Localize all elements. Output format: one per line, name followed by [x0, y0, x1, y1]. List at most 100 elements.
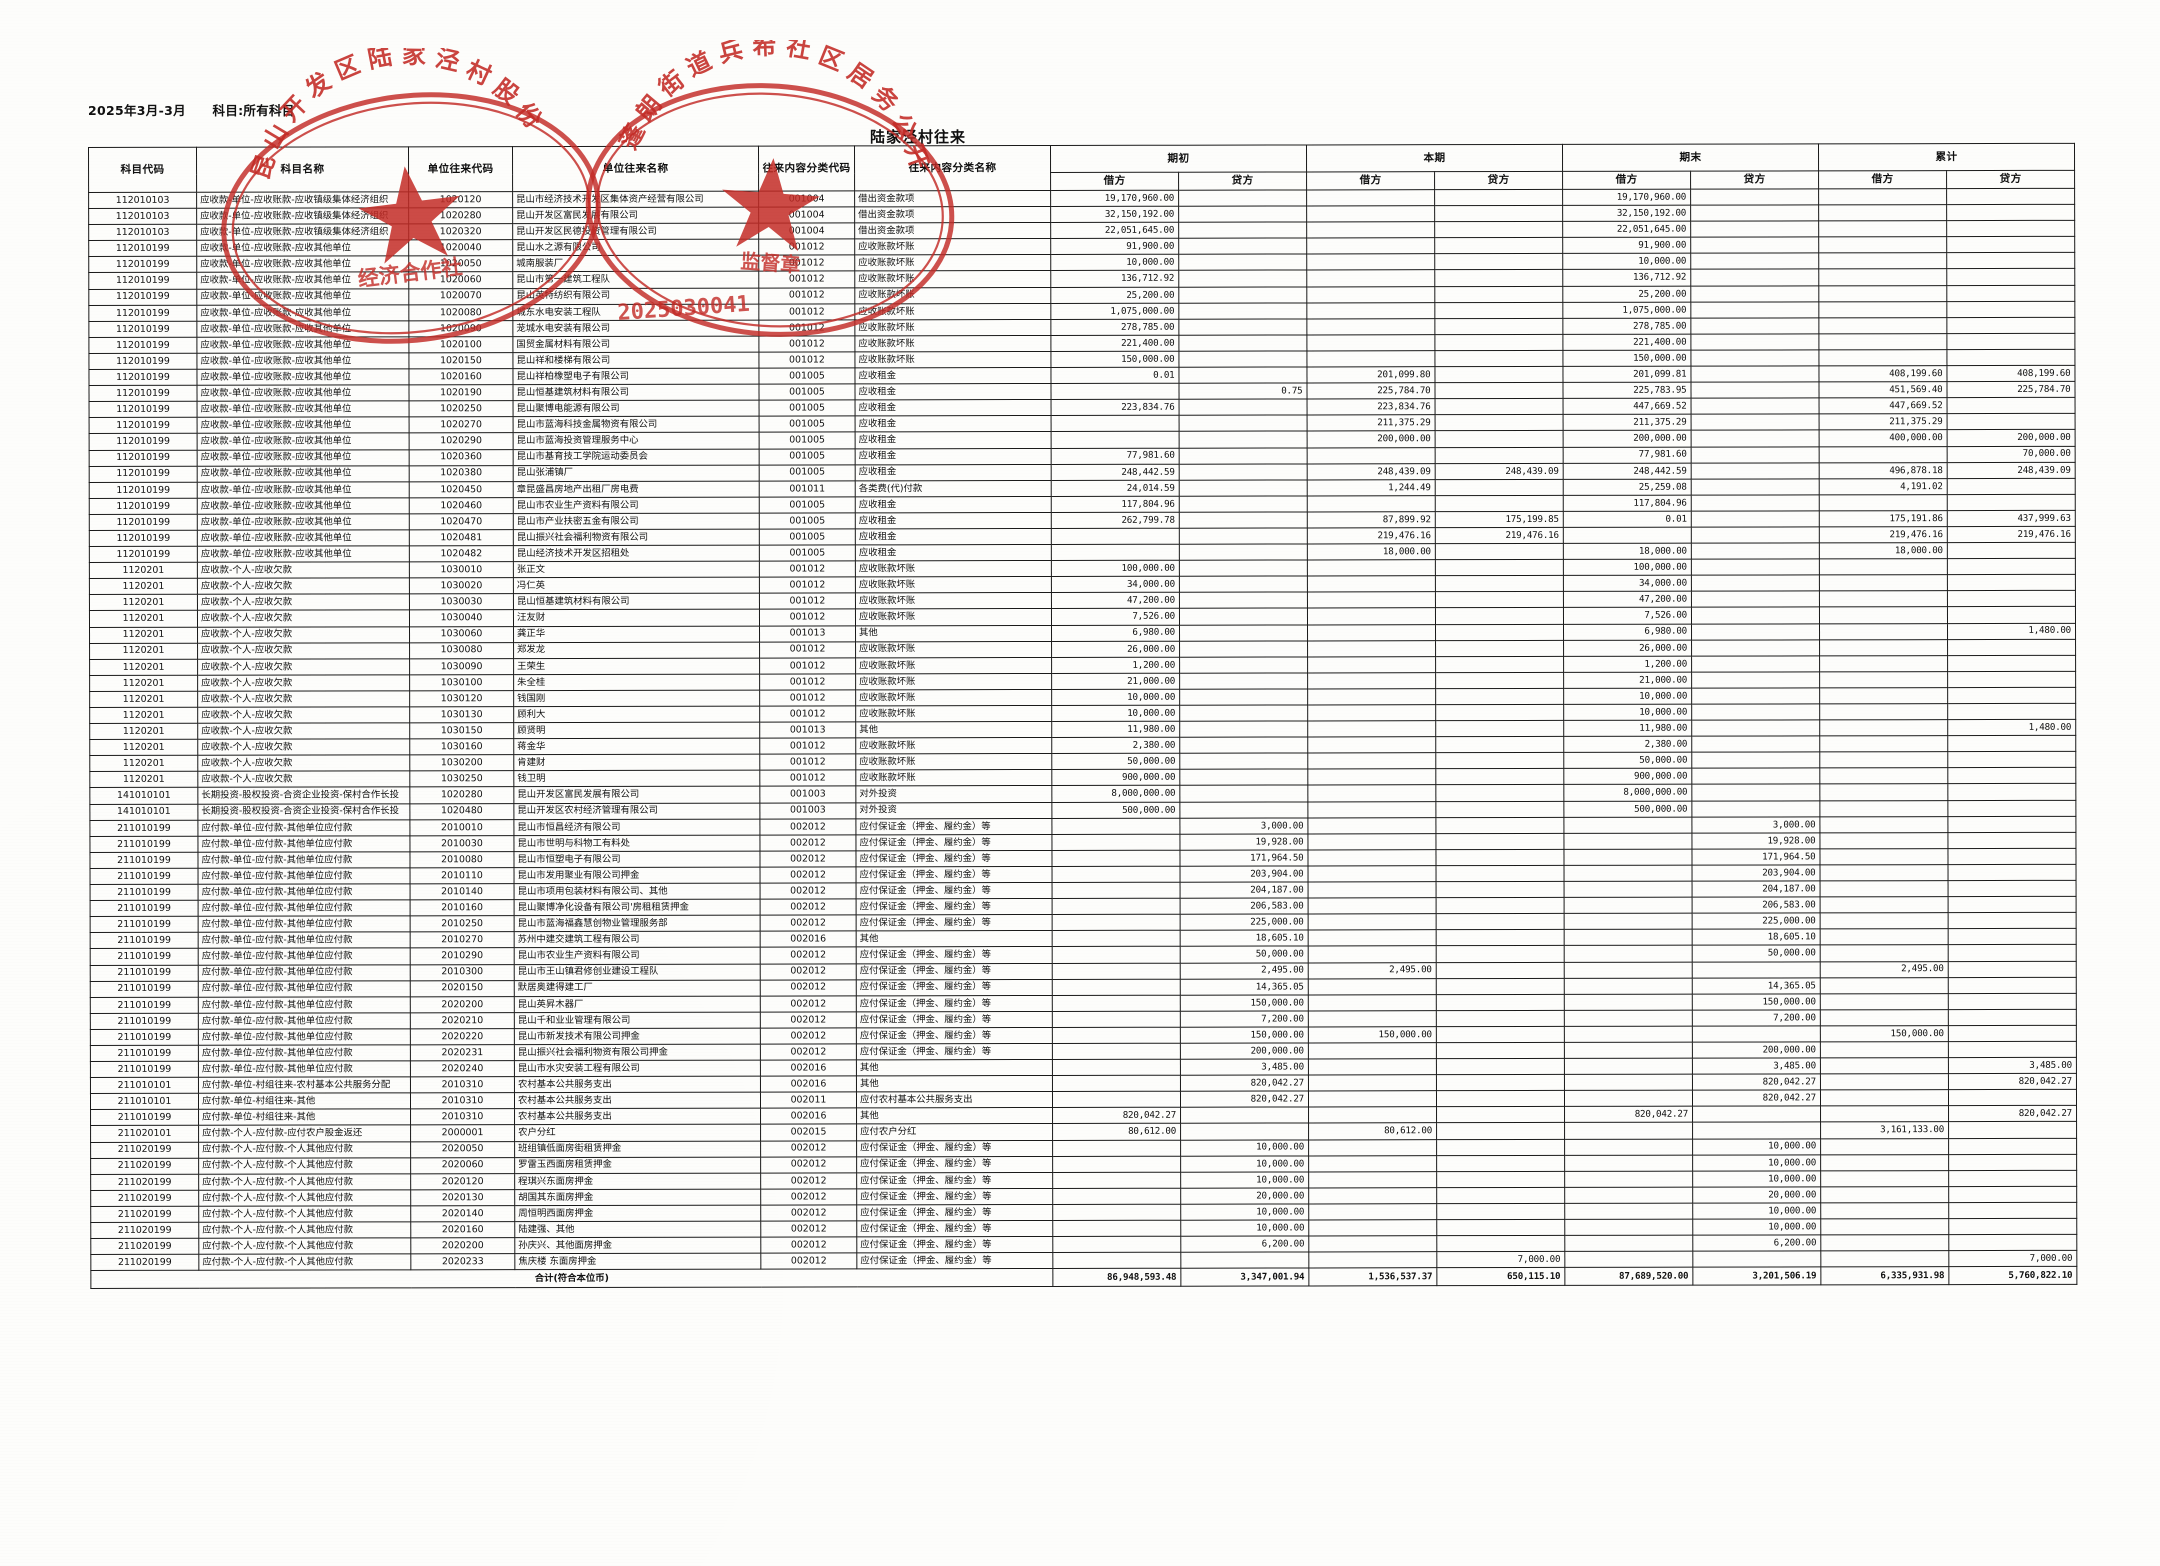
cell-closing-debit: [1564, 1122, 1693, 1139]
cell-account-name: 应付款-单位-应付款-其他单位应付款: [198, 948, 411, 965]
cell-unit-code: 2020050: [410, 1141, 515, 1158]
period-label: 2025年3月-3月: [88, 103, 186, 118]
cell-closing-debit: 10,000.00: [1563, 688, 1692, 705]
cell-account-code: 211020199: [90, 1206, 199, 1223]
cell-opening-debit: [1052, 1059, 1181, 1076]
cell-opening-credit: [1179, 640, 1308, 657]
cell-opening-debit: [1052, 914, 1181, 931]
cell-type-code: 001012: [758, 287, 855, 304]
cell-closing-debit: [1564, 1009, 1693, 1027]
cell-closing-credit: [1691, 655, 1820, 672]
cell-opening-credit: 0.75: [1178, 383, 1308, 400]
cell-unit-code: 1030040: [409, 610, 514, 627]
cell-closing-credit: 7,200.00: [1692, 1009, 1821, 1027]
cell-closing-debit: [1564, 1058, 1693, 1075]
cell-account-code: 211010101: [90, 1077, 199, 1094]
cell-opening-debit: 11,980.00: [1051, 721, 1180, 738]
cell-account-code: 112010103: [88, 224, 197, 241]
cell-opening-debit: 1,200.00: [1051, 656, 1180, 674]
cell-opening-debit: [1052, 978, 1181, 996]
svg-text:发: 发: [299, 67, 336, 104]
cell-account-code: 112010199: [89, 449, 198, 467]
cell-opening-debit: [1051, 817, 1180, 835]
cell-account-code: 211010199: [90, 916, 199, 933]
cell-closing-credit: [1690, 221, 1819, 238]
cell-type-code: 001013: [759, 625, 856, 642]
cell-cumulative-debit: [1818, 204, 1947, 222]
cell-opening-credit: 150,000.00: [1180, 994, 1309, 1011]
cell-closing-credit: [1691, 607, 1820, 624]
cell-type-code: 002012: [760, 1043, 857, 1061]
cell-cumulative-debit: [1820, 1089, 1949, 1107]
cell-opening-credit: [1179, 399, 1308, 416]
cell-type-name: 应收账款坏账: [855, 753, 1052, 771]
cell-current-credit: [1436, 945, 1565, 963]
cell-unit-name: 昆山市恒塑电子有限公司: [513, 850, 761, 868]
cell-opening-credit: [1178, 254, 1307, 271]
cell-unit-code: 1020480: [409, 803, 514, 820]
subject-label: 科目:所有科目: [212, 103, 295, 118]
cell-account-code: 1120201: [89, 626, 198, 644]
cell-account-name: 应付款-个人-应付款-个人其他应付款: [198, 1254, 411, 1271]
cell-type-code: 001012: [758, 335, 855, 353]
cell-cumulative-debit: 496,878.18: [1819, 462, 1948, 479]
cell-closing-credit: 10,000.00: [1692, 1218, 1821, 1236]
cell-type-code: 001012: [759, 770, 856, 787]
cell-cumulative-credit: [1947, 815, 2076, 833]
cell-type-code: 002012: [760, 1172, 857, 1189]
cell-current-debit: [1308, 929, 1437, 947]
cell-type-name: 其他: [856, 1075, 1053, 1093]
cell-cumulative-credit: [1948, 944, 2077, 962]
cell-account-code: 211010199: [90, 980, 199, 998]
cell-account-name: 应收款-个人-应收欠款: [197, 739, 410, 756]
cell-unit-name: 城东水电安装工程队: [512, 303, 759, 321]
cell-unit-name: 默居奥建得建工厂: [514, 979, 761, 997]
cell-cumulative-debit: 408,199.60: [1818, 365, 1947, 383]
cell-current-credit: [1435, 784, 1564, 802]
cell-cumulative-credit: [1948, 1234, 2077, 1251]
cell-current-debit: [1308, 1235, 1437, 1253]
cell-cumulative-debit: [1820, 945, 1949, 962]
cell-opening-credit: 18,605.10: [1180, 930, 1309, 947]
cell-cumulative-credit: [1947, 542, 2076, 559]
cell-closing-debit: 10,000.00: [1562, 253, 1691, 270]
cell-closing-debit: [1564, 1170, 1693, 1188]
cell-opening-credit: 820,042.27: [1180, 1091, 1309, 1108]
cell-opening-debit: [1052, 882, 1181, 899]
cell-type-code: 001003: [759, 802, 856, 819]
cell-current-credit: [1436, 994, 1565, 1011]
cell-cumulative-credit: [1947, 574, 2076, 591]
cell-closing-credit: [1690, 269, 1819, 286]
cell-cumulative-credit: [1948, 1137, 2077, 1155]
cell-cumulative-debit: [1819, 751, 1948, 769]
col-cum-debit: 借方: [1818, 170, 1947, 189]
cell-cumulative-credit: [1948, 928, 2077, 946]
cell-account-name: 应付款-单位-应付款-其他单位应付款: [198, 916, 411, 933]
cell-type-code: 002012: [759, 834, 856, 851]
cell-opening-debit: 0.01: [1050, 367, 1179, 384]
cell-opening-credit: [1179, 463, 1308, 480]
cell-opening-credit: 200,000.00: [1180, 1042, 1309, 1060]
cell-account-name: 应收款-单位-应收账款-应收其他单位: [197, 513, 410, 531]
cell-account-name: 应收款-单位-应收账款-应收镇级集体经济组织: [196, 191, 409, 209]
cell-cumulative-credit: [1947, 767, 2076, 785]
cell-closing-credit: 203,904.00: [1692, 864, 1821, 882]
cell-type-code: 002012: [760, 882, 857, 900]
cell-closing-credit: [1690, 317, 1819, 334]
cell-current-credit: [1435, 479, 1564, 496]
cell-account-code: 211010101: [90, 1093, 199, 1110]
cell-closing-credit: [1691, 768, 1820, 785]
cell-account-code: 112010199: [88, 321, 197, 338]
cell-type-name: 应付保证金（押金、履约金）等: [856, 1027, 1053, 1044]
cell-unit-name: 昆山聚博净化设备有限公司'房租租赁押金: [514, 899, 761, 916]
cell-cumulative-debit: [1819, 800, 1948, 817]
cell-cumulative-debit: [1818, 349, 1947, 366]
cell-closing-credit: [1691, 575, 1820, 592]
cell-cumulative-credit: [1948, 1041, 2077, 1058]
cell-cumulative-credit: [1947, 606, 2076, 624]
cell-current-debit: [1308, 1155, 1437, 1172]
cell-unit-name: 昆山水之源有限公司: [512, 239, 759, 256]
cell-unit-name: 昆山市蓝海科技金属物资有限公司: [513, 416, 760, 434]
cell-unit-code: 1020481: [409, 529, 514, 546]
cell-type-name: 借出资金款项: [854, 190, 1051, 207]
